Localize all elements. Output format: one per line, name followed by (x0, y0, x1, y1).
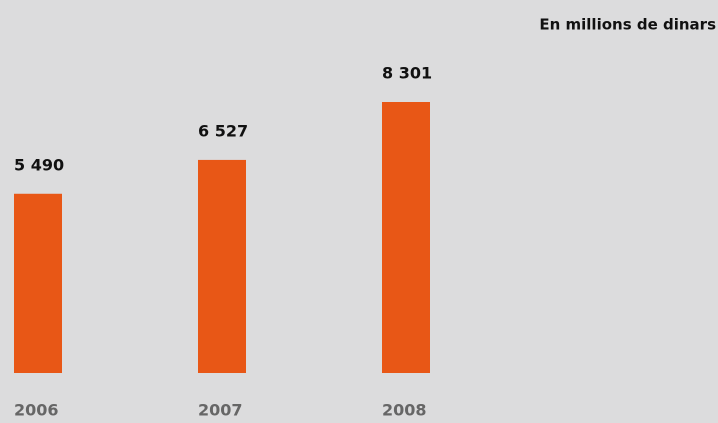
value-label: 6 527 (198, 121, 248, 140)
value-label: 5 490 (14, 155, 64, 174)
bar (382, 102, 430, 373)
x-tick-label: 2006 (14, 401, 59, 420)
chart-subtitle: En millions de dinars (539, 16, 716, 34)
bar (198, 159, 246, 373)
value-label: 8 301 (382, 64, 432, 83)
x-tick-label: 2007 (198, 401, 243, 420)
x-tick-label: 2008 (382, 401, 427, 420)
bar (14, 193, 62, 373)
